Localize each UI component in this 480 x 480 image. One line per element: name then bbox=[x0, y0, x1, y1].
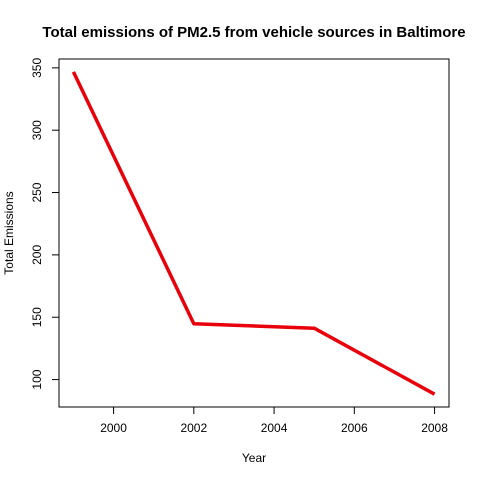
x-tick-label-2002: 2002 bbox=[180, 421, 207, 435]
chart-title: Total emissions of PM2.5 from vehicle so… bbox=[42, 24, 465, 41]
y-tick-label-200: 200 bbox=[30, 245, 44, 265]
y-axis: 100 150 200 250 300 350 bbox=[30, 58, 59, 390]
plot-frame bbox=[58, 58, 450, 408]
x-axis: 2000 2002 2004 2006 2008 bbox=[100, 407, 448, 435]
y-tick-label-100: 100 bbox=[30, 369, 44, 389]
x-tick-label-2000: 2000 bbox=[100, 421, 127, 435]
x-tick-label-2006: 2006 bbox=[341, 421, 368, 435]
series-line-0 bbox=[71, 71, 436, 396]
x-tick-label-2004: 2004 bbox=[261, 421, 288, 435]
x-tick-label-2008: 2008 bbox=[421, 421, 448, 435]
y-tick-label-150: 150 bbox=[30, 307, 44, 327]
y-tick-label-350: 350 bbox=[30, 58, 44, 78]
x-axis-label: Year bbox=[242, 451, 266, 465]
y-tick-label-300: 300 bbox=[30, 120, 44, 140]
y-axis-label: Total Emissions bbox=[2, 191, 16, 274]
series-layer bbox=[71, 71, 436, 396]
y-tick-label-250: 250 bbox=[30, 182, 44, 202]
